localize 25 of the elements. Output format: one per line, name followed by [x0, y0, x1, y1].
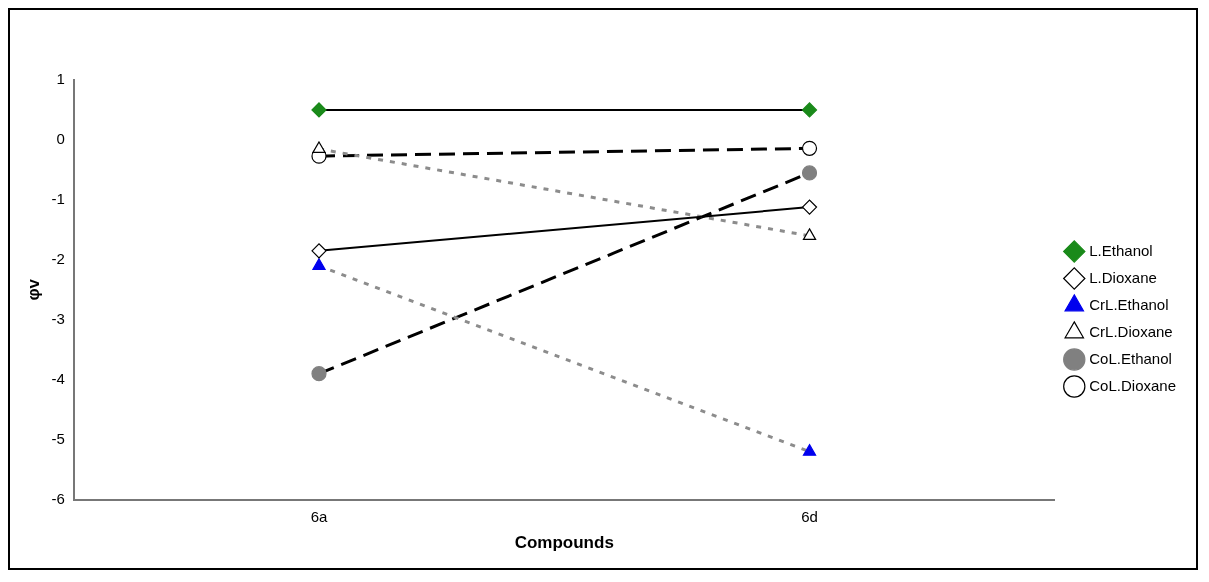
- y-tick-label: -4: [51, 369, 65, 387]
- point: [801, 199, 818, 215]
- y-tick-label: -2: [51, 249, 65, 267]
- legend-label: CrL.Dioxane: [1089, 322, 1173, 340]
- y-tick-label: -3: [51, 309, 65, 327]
- y-axis-title: φv: [23, 278, 43, 301]
- y-tick-label: -5: [51, 429, 65, 447]
- point: [801, 102, 818, 118]
- y-tick-label: 0: [56, 130, 65, 148]
- x-tick-label: 6a: [310, 507, 328, 525]
- y-tick-label: -6: [51, 489, 65, 507]
- point: [801, 140, 818, 156]
- legend-label: CoL.Dioxane: [1089, 376, 1176, 394]
- legend-label: L.Ethanol: [1089, 241, 1153, 259]
- point: [311, 243, 327, 259]
- legend-label: L.Dioxane: [1089, 268, 1157, 286]
- x-axis-title: Compounds: [514, 533, 614, 553]
- legend-label: CoL.Ethanol: [1089, 349, 1172, 367]
- x-tick-label: 6d: [801, 507, 818, 525]
- y-tick-label: -1: [51, 190, 65, 208]
- legend-label: CrL.Ethanol: [1089, 295, 1169, 313]
- point: [311, 366, 327, 382]
- point: [801, 165, 818, 181]
- point: [311, 102, 327, 118]
- y-tick-label: 1: [56, 70, 65, 88]
